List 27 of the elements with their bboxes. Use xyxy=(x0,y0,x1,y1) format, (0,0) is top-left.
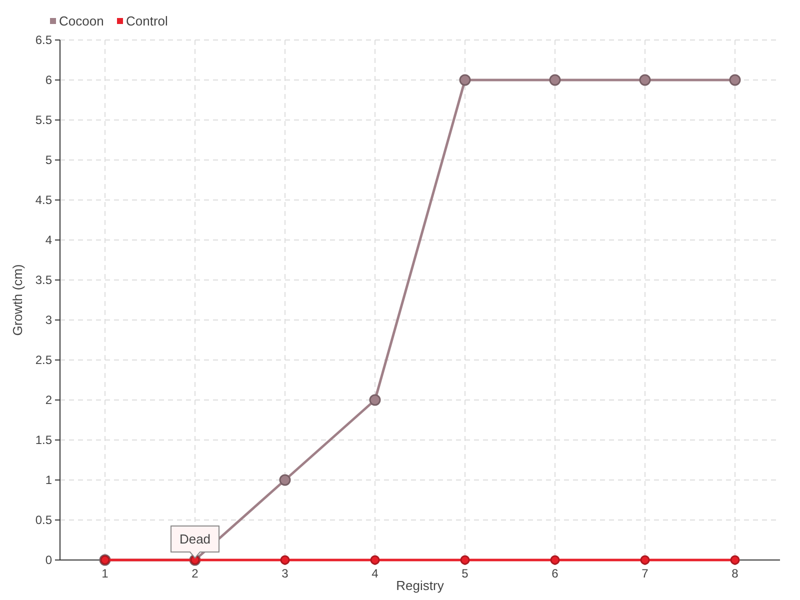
y-tick-label: 3 xyxy=(45,313,52,328)
y-tick-label: 1.5 xyxy=(35,433,52,448)
legend-label: Cocoon xyxy=(59,14,104,29)
y-tick-label: 5.5 xyxy=(35,113,52,128)
legend-label: Control xyxy=(126,14,168,29)
x-tick-label: 7 xyxy=(642,566,649,581)
y-tick-label: 6.5 xyxy=(35,33,52,48)
x-tick-label: 8 xyxy=(732,566,739,581)
x-tick-label: 2 xyxy=(192,566,199,581)
y-tick-label: 2.5 xyxy=(35,353,52,368)
x-tick-label: 4 xyxy=(372,566,379,581)
x-tick-label: 6 xyxy=(552,566,559,581)
y-tick-label: 1 xyxy=(45,473,52,488)
x-axis-title: Registry xyxy=(396,578,444,593)
x-tick-label: 3 xyxy=(282,566,289,581)
y-tick-label: 0 xyxy=(45,553,52,568)
x-tick-label: 1 xyxy=(102,566,109,581)
y-tick-label: 2 xyxy=(45,393,52,408)
y-axis-title: Growth (cm) xyxy=(10,264,25,336)
y-tick-label: 4.5 xyxy=(35,193,52,208)
y-tick-label: 5 xyxy=(45,153,52,168)
y-tick-label: 4 xyxy=(45,233,52,248)
y-tick-label: 3.5 xyxy=(35,273,52,288)
annotation: Dead xyxy=(179,532,211,547)
x-tick-label: 5 xyxy=(462,566,469,581)
y-tick-label: 0.5 xyxy=(35,513,52,528)
y-tick-label: 6 xyxy=(45,73,52,88)
